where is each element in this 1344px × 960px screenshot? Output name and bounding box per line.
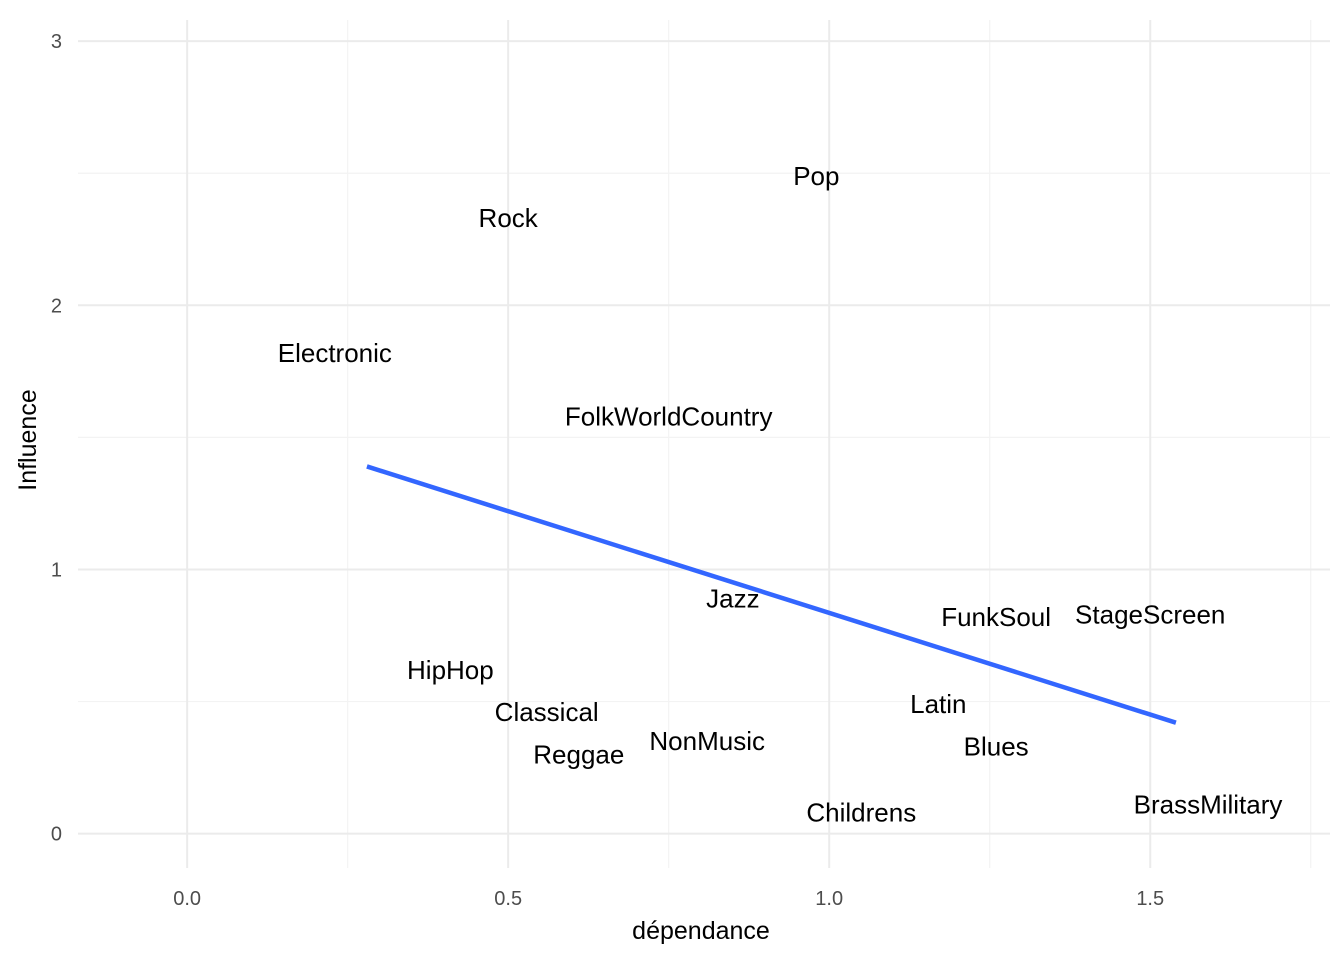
point-label: Reggae <box>533 739 624 769</box>
point-label: BrassMilitary <box>1134 790 1283 820</box>
x-tick-label: 1.5 <box>1136 888 1164 910</box>
x-tick-label: 0.5 <box>494 888 522 910</box>
minor-gridlines <box>78 20 1330 868</box>
point-label: Classical <box>495 697 599 727</box>
point-label: Pop <box>793 161 839 191</box>
point-label: NonMusic <box>649 726 765 756</box>
point-label: Rock <box>479 203 539 233</box>
y-axis-title: Influence <box>14 389 42 490</box>
y-axis-ticks: 0 1 2 3 <box>51 31 62 846</box>
point-label: StageScreen <box>1075 599 1225 629</box>
x-tick-label: 1.0 <box>815 888 843 910</box>
major-gridlines <box>78 20 1330 868</box>
point-label: FolkWorldCountry <box>565 401 773 431</box>
point-label: Jazz <box>706 584 759 614</box>
point-label: Blues <box>964 731 1029 761</box>
point-label: Latin <box>910 689 966 719</box>
trend-line-group <box>366 464 1177 725</box>
point-label: HipHop <box>407 655 494 685</box>
y-tick-label: 2 <box>51 295 62 317</box>
x-tick-label: 0.0 <box>173 888 201 910</box>
point-label: FunkSoul <box>941 602 1051 632</box>
x-axis-title: dépendance <box>632 917 770 945</box>
y-tick-label: 3 <box>51 31 62 53</box>
trend-line <box>366 464 1177 725</box>
point-label: Childrens <box>806 798 916 828</box>
point-labels: Pop Rock Electronic FolkWorldCountry Jazz Fun… <box>278 161 1283 828</box>
y-tick-label: 1 <box>51 559 62 581</box>
x-axis-ticks: 0.0 0.5 1.0 1.5 <box>173 888 1164 910</box>
y-tick-label: 0 <box>51 824 62 846</box>
point-label: Electronic <box>278 338 392 368</box>
